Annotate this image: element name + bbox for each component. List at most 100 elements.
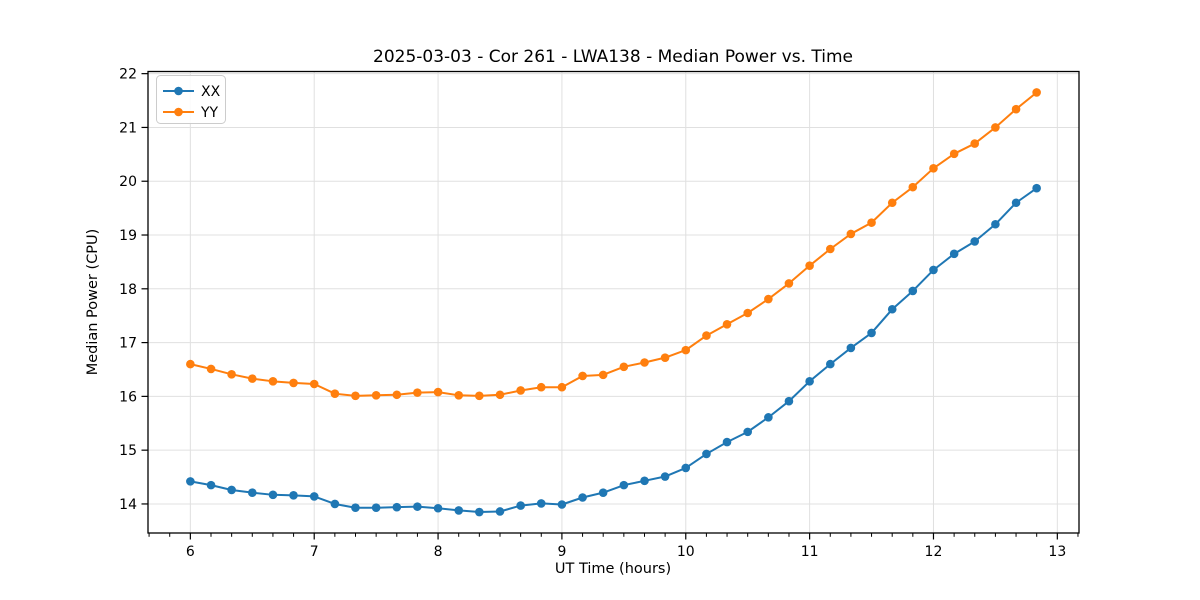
data-point [929, 265, 938, 275]
data-point [743, 308, 752, 318]
data-point [598, 488, 608, 497]
y-tick-label: 21 [119, 120, 137, 136]
data-point [454, 506, 464, 515]
y-tick-label: 16 [119, 389, 137, 405]
data-point [227, 370, 236, 379]
data-point [722, 437, 732, 447]
y-tick-label: 17 [119, 336, 137, 352]
data-point [247, 488, 257, 497]
data-point [970, 237, 980, 246]
axis-tick-labels: 6 7 8 9 10 11 12 13 14 15 16 17 18 19 20 21 22 [119, 67, 1066, 560]
data-point [764, 294, 773, 304]
data-point [619, 480, 629, 490]
x-tick-label: 9 [557, 544, 566, 560]
data-point [475, 391, 484, 401]
data-point [908, 286, 918, 296]
data-point [640, 358, 649, 367]
data-point [722, 320, 732, 329]
data-point [454, 391, 464, 400]
x-axis-label: UT Time (hours) [555, 561, 671, 577]
x-tick-label: 13 [1048, 544, 1066, 560]
data-point [846, 343, 856, 353]
data-point [536, 499, 546, 508]
data-point [433, 503, 443, 513]
data-point [206, 480, 216, 490]
data-point [392, 502, 402, 512]
data-point [495, 390, 505, 400]
grid-lines [148, 71, 1079, 533]
data-point [1011, 198, 1021, 208]
data-point [557, 382, 567, 392]
data-point [867, 328, 876, 338]
data-point [887, 198, 897, 208]
data-point [289, 491, 298, 500]
x-tick-label: 6 [186, 544, 195, 560]
data-point [392, 390, 402, 400]
y-tick-label: 15 [119, 443, 137, 459]
data-point [268, 377, 278, 386]
x-tick-label: 10 [677, 544, 695, 560]
data-point [764, 413, 773, 422]
legend-item-xx: XX [163, 84, 221, 100]
data-point [826, 244, 835, 254]
data-point [681, 345, 691, 355]
y-tick-label: 14 [119, 497, 137, 513]
data-point [846, 229, 856, 239]
data-point [227, 485, 236, 495]
data-point [660, 353, 670, 362]
data-point [413, 388, 422, 397]
series-yy [186, 88, 1041, 401]
data-point [536, 382, 546, 392]
data-point [805, 377, 814, 386]
data-point [516, 501, 525, 510]
data-point [949, 149, 959, 159]
data-point [1032, 183, 1041, 193]
data-point [743, 427, 752, 437]
axes-spines [147, 70, 1080, 534]
data-point [991, 123, 1000, 132]
data-point [186, 359, 195, 369]
data-point [309, 379, 319, 389]
chart-title: 2025-03-03 - Cor 261 - LWA138 - Median P… [373, 47, 853, 67]
data-point [475, 507, 484, 517]
data-point [991, 219, 1000, 229]
legend-marker-yy-icon [174, 107, 183, 117]
data-point [495, 507, 505, 516]
data-point [784, 279, 794, 288]
data-point [660, 472, 670, 481]
data-point [887, 304, 897, 314]
data-point [578, 371, 587, 381]
data-point [702, 449, 711, 459]
data-point [247, 374, 257, 383]
legend-item-yy: YY [163, 105, 219, 121]
data-point [186, 477, 195, 486]
x-tick-label: 11 [801, 544, 819, 560]
data-point [371, 503, 381, 513]
x-tick-label: 12 [925, 544, 943, 560]
data-point [619, 362, 629, 372]
data-point [330, 389, 340, 398]
data-point [929, 164, 938, 173]
data-point [578, 493, 587, 502]
x-tick-label: 7 [310, 544, 319, 560]
y-tick-label: 22 [119, 67, 137, 83]
data-point [413, 502, 422, 511]
y-tick-label: 19 [119, 228, 137, 244]
data-point [330, 499, 340, 509]
data-point [826, 359, 835, 369]
data-point [1011, 104, 1021, 114]
y-tick-label: 20 [119, 174, 137, 190]
data-point [805, 261, 814, 270]
data-point [598, 370, 608, 380]
data-point [351, 503, 360, 513]
data-point [970, 139, 980, 148]
data-point [908, 182, 918, 192]
data-point [867, 218, 876, 227]
y-tick-label: 18 [119, 282, 137, 298]
y-axis-label: Median Power (CPU) [85, 229, 101, 376]
data-point [351, 391, 360, 401]
data-point [289, 378, 298, 388]
data-point [784, 396, 794, 406]
